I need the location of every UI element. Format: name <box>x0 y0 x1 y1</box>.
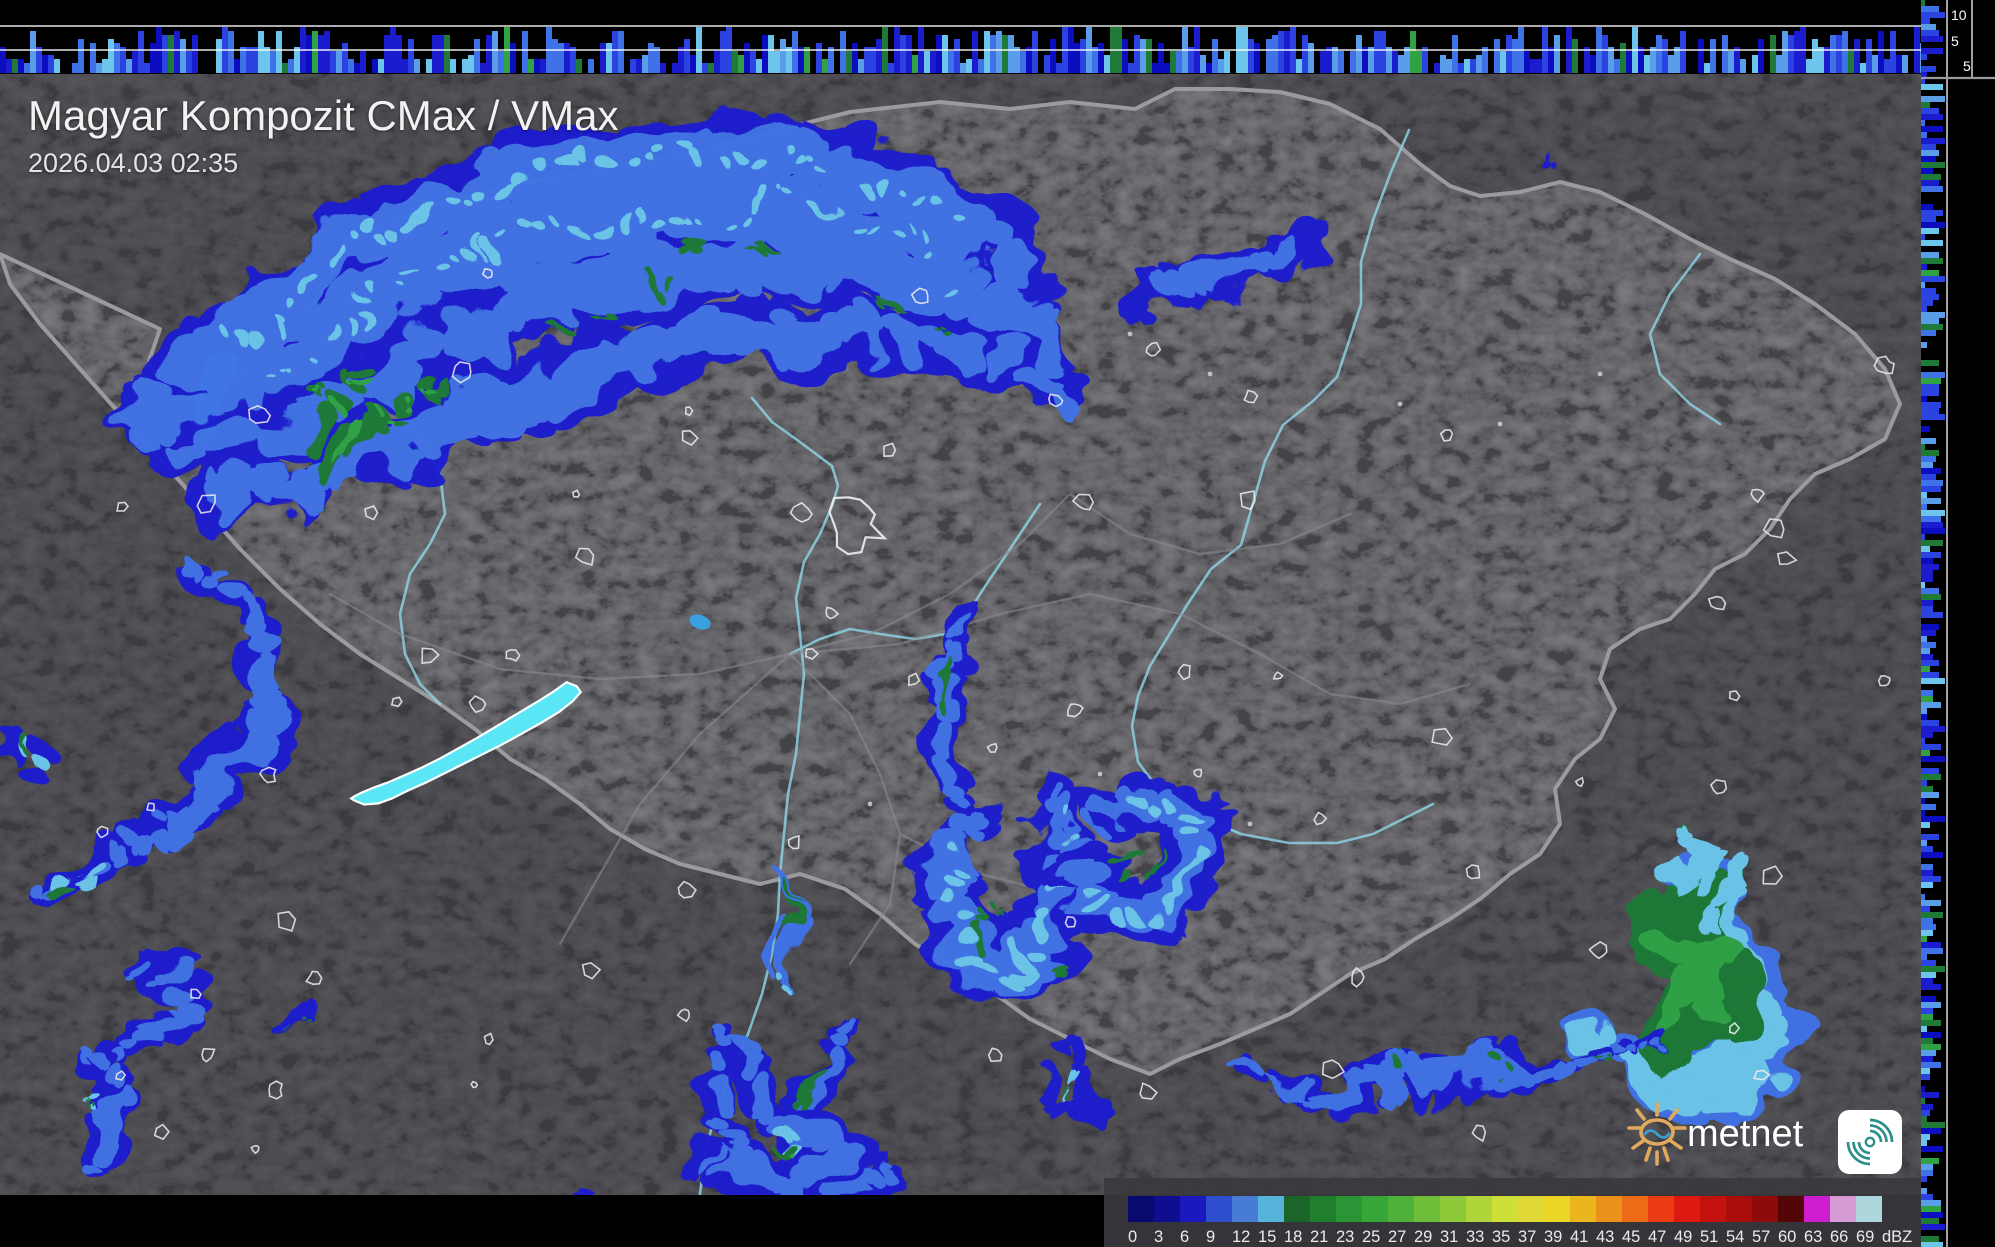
svg-text:metnet: metnet <box>1687 1113 1804 1155</box>
